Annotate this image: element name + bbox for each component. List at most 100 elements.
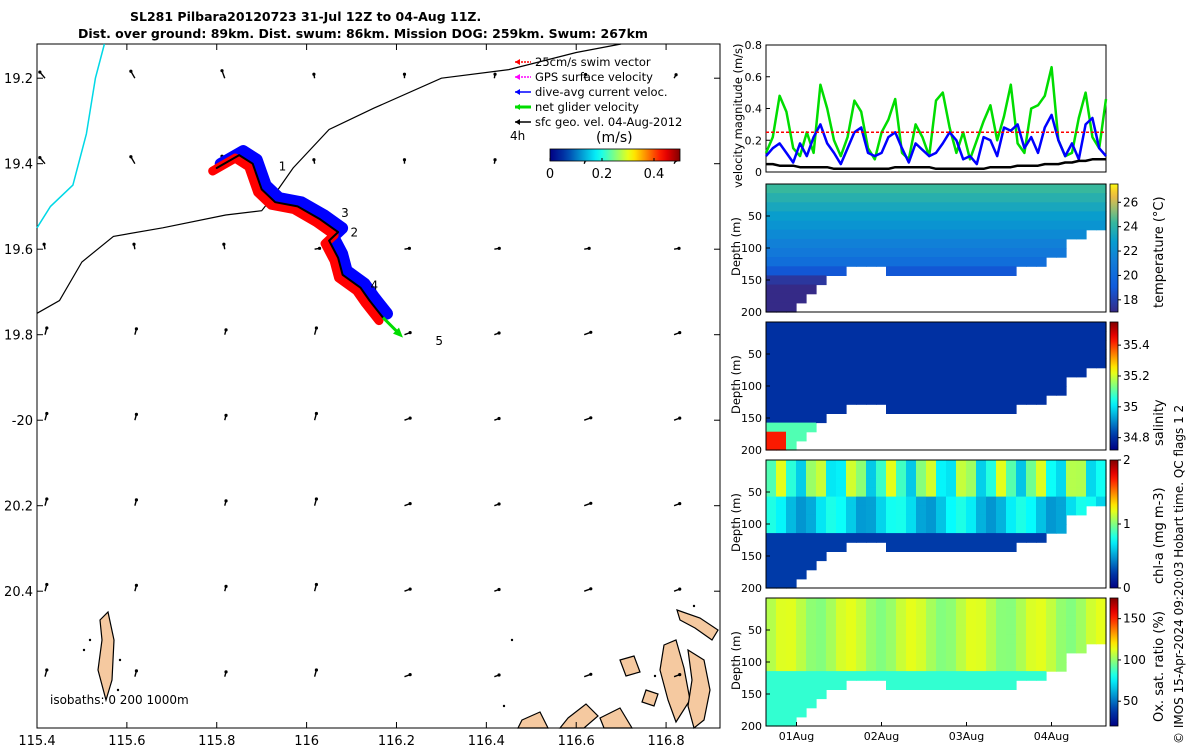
section-cell <box>1036 616 1047 626</box>
section-cell <box>986 478 997 488</box>
section-cell <box>776 478 787 488</box>
section-cell <box>916 643 927 654</box>
geo-arrow-head <box>134 583 139 588</box>
section-cell <box>866 460 877 470</box>
section-cell <box>886 643 897 654</box>
section-cell <box>886 634 897 645</box>
section-cell <box>846 505 857 516</box>
section-cell <box>1026 386 1037 396</box>
section-cell <box>1096 598 1107 608</box>
section-cell <box>886 469 897 479</box>
section-cell <box>936 322 947 332</box>
section-cell <box>1096 340 1107 350</box>
velocity-series-line <box>765 113 1107 166</box>
section-cell <box>1016 533 1027 543</box>
section-cell <box>926 505 937 516</box>
section-cell <box>996 514 1007 525</box>
section-cell <box>826 404 837 414</box>
section-cell <box>996 478 1007 488</box>
section-cell <box>1036 478 1047 488</box>
section-cell <box>926 184 937 194</box>
section-cell <box>986 349 997 360</box>
section-cell <box>916 671 927 681</box>
section-cell <box>1006 634 1017 645</box>
section-cell <box>896 460 907 470</box>
section-cell <box>1046 616 1057 626</box>
section-cell <box>786 487 797 498</box>
section-cell <box>1096 358 1107 369</box>
section-cell <box>956 340 967 350</box>
section-cell <box>796 551 807 562</box>
section-cell <box>786 257 797 267</box>
section-cell <box>806 634 817 645</box>
section-cell <box>886 349 897 360</box>
section-cell <box>966 469 977 479</box>
section-cell <box>836 266 847 276</box>
section-colorbar-label: temperature (°C) <box>1152 196 1167 308</box>
section-cell <box>1006 367 1017 378</box>
section-cell <box>846 229 857 240</box>
section-colorbar <box>1109 459 1119 589</box>
section-cell <box>1056 202 1067 212</box>
section-cell <box>886 524 897 534</box>
section-cell <box>766 643 777 654</box>
legend-swatch-head <box>515 74 520 80</box>
section-cell <box>1076 202 1087 212</box>
section-cell <box>766 211 777 222</box>
section-cell <box>886 542 897 552</box>
section-cell <box>926 652 937 663</box>
section-cell <box>816 533 827 543</box>
small-island <box>510 638 514 642</box>
section-cell <box>966 184 977 194</box>
section-cell <box>786 662 797 672</box>
waypoint-label-3: 3 <box>341 206 349 220</box>
section-cell <box>926 607 937 617</box>
section-cell <box>996 257 1007 267</box>
section-cell <box>776 671 787 681</box>
section-cell <box>776 616 787 626</box>
section-cell <box>926 643 937 654</box>
geo-arrow-head <box>678 416 682 420</box>
section-cell <box>1046 524 1057 534</box>
section-cell <box>876 376 887 387</box>
section-cell <box>1006 220 1017 231</box>
section-cell <box>1016 340 1027 350</box>
section-cell <box>766 349 777 360</box>
section-cell <box>986 671 997 681</box>
section-y-tick-label: 50 <box>748 210 762 223</box>
section-cell <box>786 340 797 350</box>
section-cell <box>966 478 977 488</box>
section-cell <box>786 551 797 562</box>
section-cell <box>946 238 957 249</box>
section-cell <box>776 404 787 414</box>
section-cell <box>1056 625 1067 636</box>
section-cell <box>846 662 857 672</box>
geo-arrow-head <box>314 411 319 416</box>
section-cell <box>916 395 927 405</box>
section-cell <box>976 367 987 378</box>
section-colorbar <box>1109 183 1119 313</box>
section-cell <box>986 395 997 405</box>
section-cell <box>936 340 947 350</box>
coastline-island <box>641 689 659 707</box>
section-cell <box>816 689 827 700</box>
section-cell <box>1026 460 1037 470</box>
section-cell <box>1006 331 1017 341</box>
section-cell <box>766 598 777 608</box>
section-cell <box>966 505 977 516</box>
section-cell <box>826 395 837 405</box>
section-cell <box>956 266 967 276</box>
section-cell <box>946 616 957 626</box>
section-cell <box>806 275 817 286</box>
section-cell <box>826 367 837 378</box>
section-cell <box>816 607 827 617</box>
section-cell <box>786 386 797 396</box>
section-cell <box>876 524 887 534</box>
section-cell <box>856 193 867 203</box>
section-cell <box>946 358 957 369</box>
section-cell <box>956 367 967 378</box>
section-cell <box>826 376 837 387</box>
section-cell <box>996 652 1007 663</box>
section-cell <box>776 238 787 249</box>
